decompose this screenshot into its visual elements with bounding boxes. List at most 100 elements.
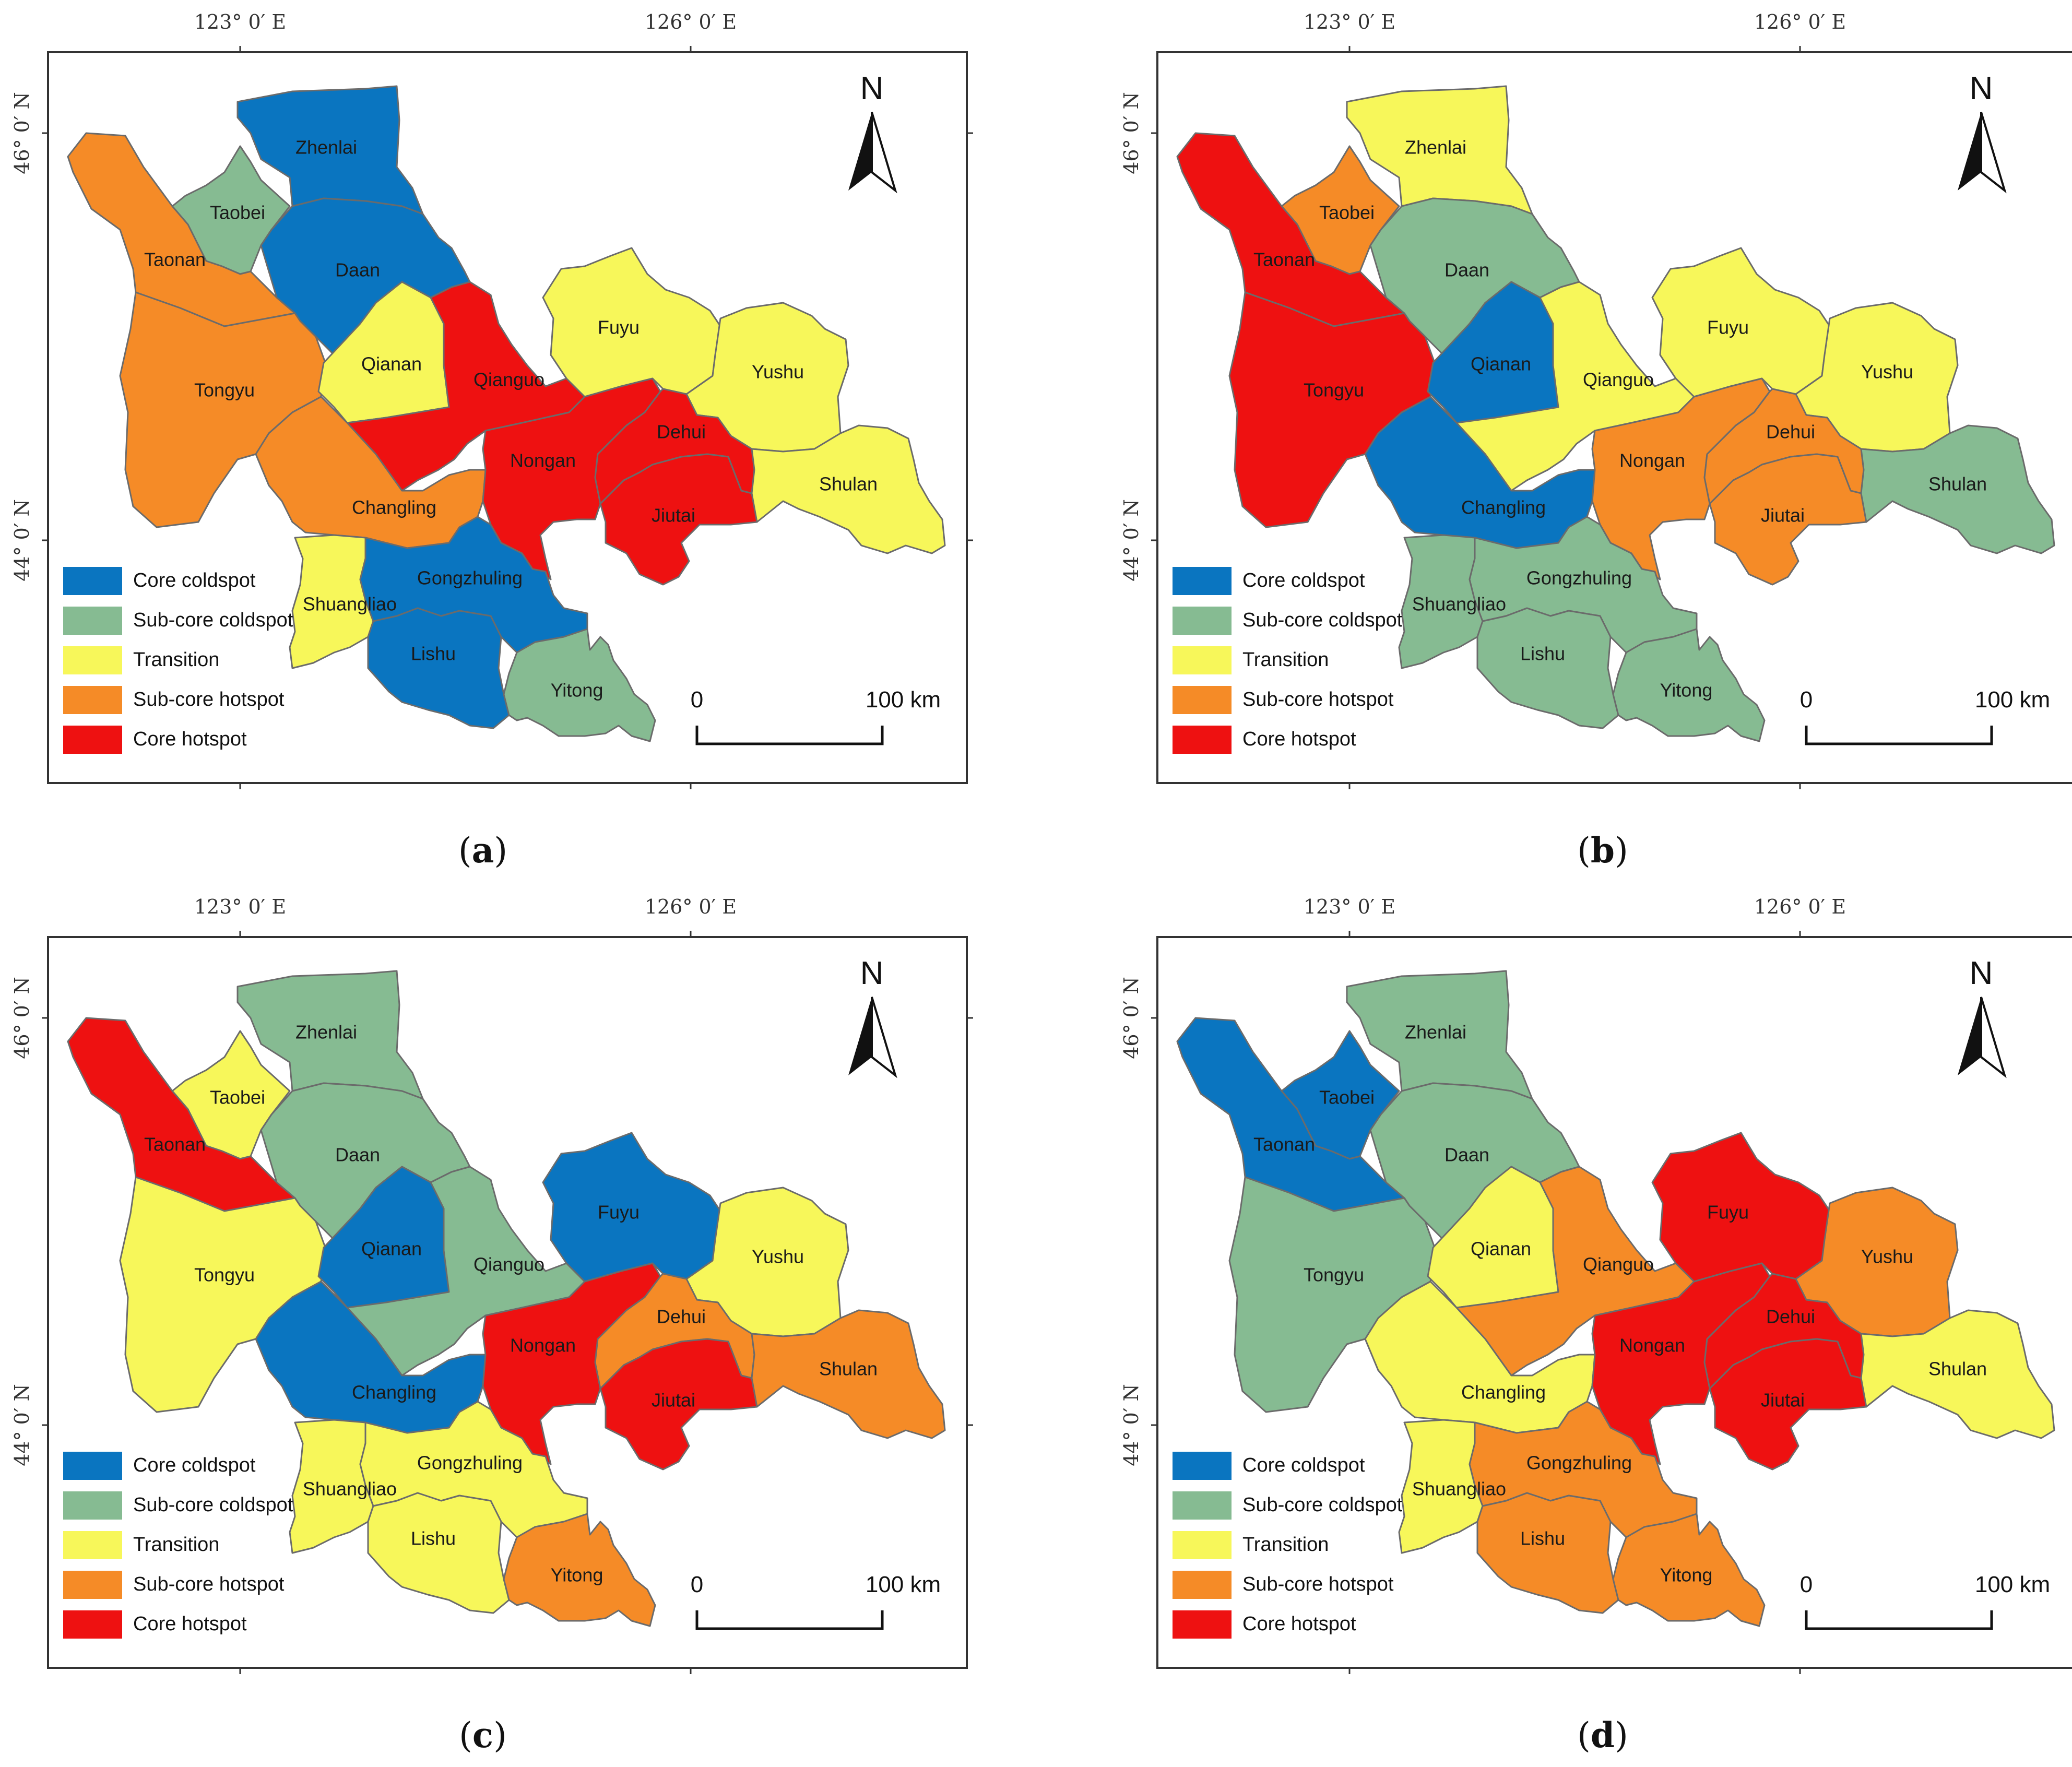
legend-swatch [1171, 566, 1233, 596]
legend-label: Core coldspot [1242, 570, 1365, 591]
lon-label-left: 123° 0′ E [1304, 10, 1395, 33]
region-label-tongyu: Tongyu [1304, 380, 1364, 401]
legend-label: Transition [1242, 1534, 1329, 1556]
north-arrow-icon: N [1958, 70, 2007, 194]
legend-swatch [62, 606, 123, 636]
lat-label-bottom: 44° 0′ N [10, 499, 33, 582]
lat-label-bottom: 44° 0′ N [1120, 499, 1143, 582]
scale-bar: 0 100 km [691, 1572, 941, 1630]
region-label-taonan: Taonan [144, 1134, 206, 1155]
region-label-shuangliao: Shuangliao [303, 594, 397, 615]
legend-label: Transition [1242, 649, 1329, 671]
legend-swatch [1171, 1570, 1233, 1600]
region-label-qianan: Qianan [361, 353, 422, 375]
region-label-dehui: Dehui [657, 421, 706, 443]
region-jiutai [599, 453, 758, 586]
legend-label: Sub-core coldspot [133, 609, 293, 631]
legend-label: Core coldspot [133, 570, 256, 591]
region-label-yitong: Yitong [551, 1564, 603, 1586]
lat-label-top: 46° 0′ N [1120, 977, 1143, 1059]
north-label: N [1970, 955, 1993, 991]
legend-label: Transition [133, 649, 219, 671]
region-layer: Zhenlai Taobei Taonan Daan Tongyu Qianan Qiang… [1176, 970, 2055, 1627]
region-yitong [1612, 1513, 1766, 1627]
region-label-jiutai: Jiutai [652, 1390, 695, 1411]
legend-label: Core hotspot [1242, 1613, 1356, 1635]
legend: Core coldspot Sub-core coldspot Transition… [62, 566, 293, 755]
map-svg: 123° 0′ E 126° 0′ E 46° 0′ N 44° 0′ N Zhenla… [1120, 10, 2072, 789]
region-label-nongan: Nongan [1619, 450, 1685, 471]
region-label-tongyu: Tongyu [1304, 1264, 1364, 1286]
lat-label-top: 46° 0′ N [10, 977, 33, 1059]
region-shulan [1860, 1309, 2055, 1439]
region-label-changling: Changling [352, 497, 436, 518]
region-label-lishu: Lishu [1520, 1528, 1565, 1549]
region-shulan [751, 1309, 946, 1439]
legend-swatch [1171, 1530, 1233, 1560]
north-arrow-icon: N [1958, 955, 2007, 1078]
lon-label-left: 123° 0′ E [194, 10, 286, 33]
region-label-taonan: Taonan [1253, 1134, 1315, 1155]
scale-end-label: 100 km [1975, 1572, 2050, 1597]
region-layer: Zhenlai Taobei Taonan Daan Tongyu Qianan Qiang… [67, 970, 946, 1627]
region-label-gongzhuling: Gongzhuling [417, 567, 523, 589]
region-label-qianguo: Qianguo [473, 369, 544, 390]
region-yitong [503, 1513, 656, 1627]
region-label-fuyu: Fuyu [1707, 1202, 1749, 1223]
region-label-fuyu: Fuyu [1707, 317, 1749, 338]
scale-end-label: 100 km [866, 1572, 941, 1597]
region-label-dehui: Dehui [1766, 1306, 1815, 1327]
legend-label: Sub-core coldspot [1242, 1494, 1403, 1516]
region-label-yitong: Yitong [551, 680, 603, 701]
legend: Core coldspot Sub-core coldspot Transition… [62, 1451, 293, 1640]
scale-bar: 0 100 km [691, 687, 941, 745]
legend-swatch [62, 1530, 123, 1560]
map-svg: 123° 0′ E 126° 0′ E 46° 0′ N 44° 0′ N Zhenla… [10, 895, 973, 1674]
region-label-tongyu: Tongyu [194, 380, 255, 401]
region-label-jiutai: Jiutai [1761, 1390, 1805, 1411]
region-qianguo [346, 281, 586, 492]
region-label-changling: Changling [1461, 497, 1546, 518]
region-label-jiutai: Jiutai [652, 505, 695, 526]
region-label-yushu: Yushu [752, 1246, 804, 1267]
region-label-fuyu: Fuyu [598, 317, 640, 338]
region-qianguo [1455, 281, 1695, 492]
legend-label: Core hotspot [1242, 728, 1356, 750]
region-label-nongan: Nongan [510, 1335, 576, 1356]
scale-end-label: 100 km [1975, 687, 2050, 713]
scale-start-label: 0 [1800, 687, 1813, 713]
region-label-taonan: Taonan [144, 249, 206, 270]
map-svg: 123° 0′ E 126° 0′ E 46° 0′ N 44° 0′ N Zhenla… [10, 10, 973, 789]
map-panel-b: 123° 0′ E 126° 0′ E 46° 0′ N 44° 0′ N Zhenla… [1109, 0, 2072, 882]
legend-swatch [62, 566, 123, 596]
legend-label: Core hotspot [133, 1613, 247, 1635]
scale-start-label: 0 [1800, 1572, 1813, 1597]
region-layer: Zhenlai Taobei Taonan Daan Tongyu Qianan Qiang… [1176, 85, 2055, 742]
lon-label-right: 126° 0′ E [645, 895, 737, 918]
region-label-gongzhuling: Gongzhuling [1526, 1452, 1632, 1474]
region-label-taonan: Taonan [1253, 249, 1315, 270]
region-label-taobei: Taobei [1319, 202, 1375, 223]
region-label-qianan: Qianan [1471, 1238, 1531, 1260]
region-label-yitong: Yitong [1660, 1564, 1713, 1586]
legend-label: Sub-core hotspot [1242, 1573, 1394, 1595]
region-label-yushu: Yushu [1861, 1246, 1913, 1267]
north-label: N [860, 955, 884, 991]
region-jiutai [1709, 453, 1867, 586]
north-arrow-icon: N [848, 70, 897, 194]
region-layer: Zhenlai Taobei Taonan Daan Tongyu Qianan Qiang… [67, 85, 946, 742]
legend: Core coldspot Sub-core coldspot Transition… [1171, 1451, 1403, 1640]
caption-a: (a) [458, 830, 508, 871]
region-label-taobei: Taobei [210, 1087, 265, 1108]
region-label-qianguo: Qianguo [1583, 1254, 1654, 1275]
region-label-shulan: Shulan [1928, 1358, 1987, 1380]
region-label-zhenlai: Zhenlai [1405, 137, 1466, 158]
north-arrow-icon: N [848, 955, 897, 1078]
region-label-shuangliao: Shuangliao [1412, 594, 1506, 615]
region-label-dehui: Dehui [1766, 421, 1815, 443]
scale-start-label: 0 [691, 687, 703, 713]
region-label-zhenlai: Zhenlai [1405, 1022, 1466, 1043]
region-label-shulan: Shulan [819, 1358, 878, 1380]
region-label-shulan: Shulan [819, 473, 878, 495]
legend-swatch [1171, 725, 1233, 755]
